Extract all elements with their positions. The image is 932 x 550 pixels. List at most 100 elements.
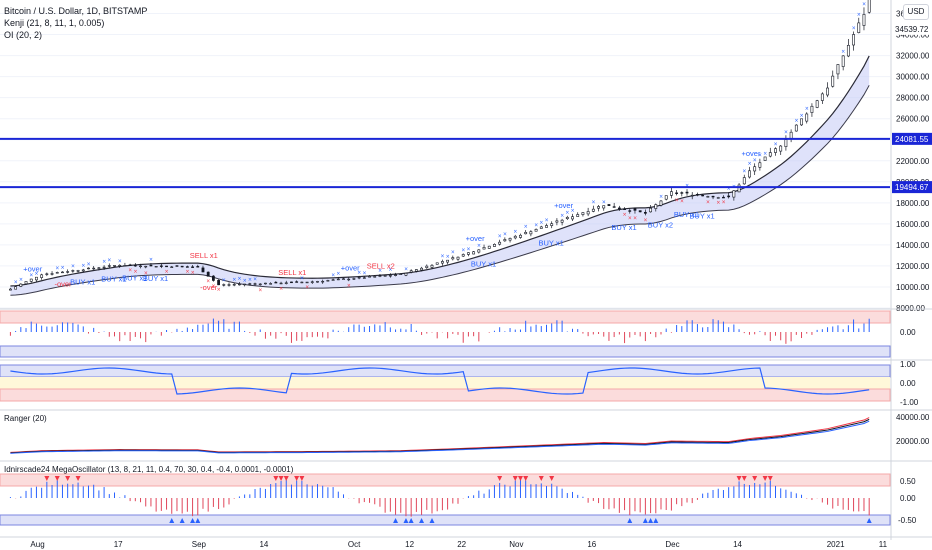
candle-body [659,200,663,206]
candle-body [14,286,18,290]
ranger-axis-tick: 20000.00 [896,437,930,446]
candle-body [81,269,85,272]
kenji-marker: × [800,113,804,119]
kenji-marker: × [55,266,59,272]
candle-body [737,184,741,193]
candle-body [409,270,413,273]
candle-body [217,280,220,286]
oi-lower-line [10,85,870,296]
kenji-marker: × [60,265,64,271]
kenji-marker: × [71,263,75,269]
kenji-marker: × [451,250,455,256]
candle-body [472,251,476,255]
candle-body [498,241,502,245]
kenji-marker: × [248,277,252,283]
candle-body [638,210,642,213]
kenji-marker: × [794,118,798,124]
candle-body [180,265,184,268]
osc-sell-triangle [44,476,50,481]
candle-body [815,100,819,108]
signal-annotation: -over [54,279,72,288]
candle-body [35,276,38,281]
candle-body [774,148,777,153]
candle-body [467,252,470,255]
candle-body [269,283,273,285]
candle-body [555,220,559,223]
candle-body [696,194,699,196]
kenji-marker: × [628,216,632,222]
pane-title: Ranger (20) [4,414,47,423]
kenji-marker: × [378,268,382,274]
candle-body [857,22,861,33]
ranger-lower-line [10,420,870,454]
osc-sell-triangle [752,476,758,481]
kenji-marker: × [623,212,627,218]
tdi-upper-zone [0,364,891,378]
candle-body [331,279,335,281]
candle-body [352,278,356,280]
kenji-marker: × [347,283,351,289]
candle-body [97,267,101,269]
time-axis-tick: 14 [733,540,742,549]
candle-body [305,281,309,284]
kenji-marker: × [107,257,111,263]
candle-body [519,234,522,238]
candle-body [336,278,340,281]
candle-body [425,265,429,268]
candle-body [789,131,793,139]
candle-body [227,284,231,286]
signal-annotation: +over [554,201,573,210]
time-axis-tick: Dec [665,540,679,549]
tdi-axis-tick: 1.00 [900,360,916,369]
kenji-marker: × [300,276,304,282]
candle-body [727,195,731,198]
signal-annotation: BUY x1 [471,259,496,268]
oi-band [10,55,870,296]
osc-buy-triangle [429,518,435,523]
price-axis-tick: 12000.00 [896,262,930,271]
kenji-marker: × [19,277,23,283]
kenji-marker: × [852,26,856,32]
signal-annotation: +over [466,234,485,243]
candle-body [690,194,694,197]
tdi-axis-tick: 0.00 [900,379,916,388]
candle-body [711,195,715,198]
candle-body [701,194,705,197]
price-axis-tick: 16000.00 [896,220,930,229]
kenji-marker: × [841,49,845,55]
candle-body [805,113,809,122]
candle-body [149,264,153,267]
candle-body [159,265,163,267]
candle-body [316,281,319,283]
signal-annotation: -over [200,283,218,292]
kenji-marker: × [758,153,762,159]
candle-body [867,0,871,13]
candle-body [414,269,418,272]
last-price-label: 34539.72 [895,25,929,34]
candle-body [732,190,736,198]
candle-body [456,256,460,260]
kenji-marker: × [659,194,663,200]
candle-body [841,55,845,67]
kenji-marker: × [773,141,777,147]
kenji-marker: × [253,277,257,283]
candle-body [61,271,64,274]
candle-body [92,267,96,270]
candle-body [196,266,200,268]
candle-body [211,275,215,281]
candle-body [451,257,455,260]
candle-body [264,282,267,285]
oi-upper-line [10,55,870,287]
kenji-marker: × [862,1,866,7]
candle-body [550,223,554,226]
candle-body [71,270,75,272]
kenji-marker: × [206,278,210,284]
candle-body [76,270,80,272]
candle-body [321,280,325,283]
osc-sell-triangle [497,476,503,481]
kenji-marker: × [857,12,861,18]
currency-button[interactable]: USD [903,4,929,20]
candle-body [524,231,528,235]
candle-body [680,192,684,194]
